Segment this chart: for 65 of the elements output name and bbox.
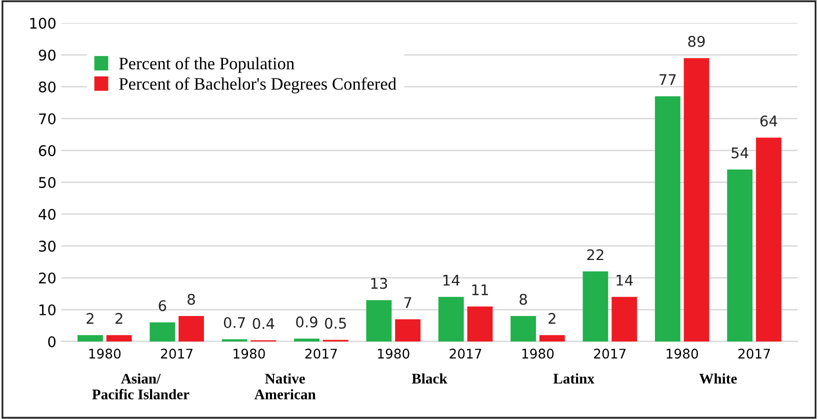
data-label: 54 [732, 148, 748, 158]
y-tick-label: 20 [39, 272, 56, 284]
bar [294, 338, 320, 342]
bar [684, 58, 710, 342]
x-tick-label: 1980 [234, 348, 265, 359]
legend-label: Percent of the Population [119, 57, 294, 73]
x-tick-label: 2017 [161, 348, 192, 359]
data-label: 11 [472, 284, 488, 296]
bar [150, 322, 176, 342]
bar [438, 296, 464, 342]
data-label: 7 [404, 297, 412, 308]
x-tick-label: 1980 [522, 348, 554, 359]
data-label: 64 [760, 115, 778, 127]
x-tick-label: 2017 [738, 348, 770, 359]
y-tick-label: 30 [39, 240, 56, 252]
data-label: 8 [520, 294, 527, 305]
bar [395, 319, 420, 342]
y-tick-label: 100 [30, 18, 56, 29]
data-label: 22 [587, 249, 604, 260]
legend-label: Percent of Bachelor's Degrees Confered [119, 77, 396, 94]
y-tick-label: 0 [48, 336, 56, 348]
data-label: 8 [188, 294, 195, 305]
data-label: 0.5 [324, 318, 346, 329]
data-label: 2 [116, 312, 122, 324]
bar [654, 96, 680, 342]
data-label: 0.9 [296, 316, 318, 328]
bar [467, 306, 493, 342]
bar [612, 296, 638, 342]
y-tick-label: 50 [39, 176, 56, 188]
y-tick-label: 10 [40, 304, 56, 316]
bar [178, 316, 204, 342]
x-tick-label: 1980 [89, 348, 121, 359]
data-label: 6 [158, 300, 166, 312]
data-label: 13 [371, 278, 388, 289]
bar [106, 335, 132, 342]
data-label: 2 [86, 312, 94, 324]
bar [582, 271, 608, 342]
bar [756, 138, 782, 342]
y-tick-label: 70 [39, 113, 56, 124]
data-label: 14 [616, 274, 633, 286]
text: Black [412, 373, 448, 384]
x-tick-label: 2017 [450, 348, 482, 359]
data-label: 89 [688, 36, 705, 47]
data-label: 2 [548, 312, 556, 324]
bar [727, 170, 753, 342]
x-tick-label: 2017 [305, 348, 337, 359]
y-tick-label: 60 [38, 145, 56, 156]
bar [510, 316, 536, 342]
y-tick-label: 90 [38, 50, 56, 61]
text: Native American [254, 373, 316, 400]
text: Latinx [553, 373, 594, 384]
data-label: 0.4 [252, 318, 274, 330]
data-label: 14 [443, 274, 460, 286]
x-tick-label: 2017 [594, 348, 626, 359]
data-label: 77 [660, 74, 676, 85]
data-label: 0.7 [224, 317, 245, 328]
text: White [699, 373, 737, 384]
bar [539, 335, 565, 342]
bar [78, 335, 103, 342]
y-tick-label: 40 [38, 208, 56, 220]
text: Asian/ Pacific Islander [92, 373, 190, 400]
x-tick-label: 1980 [666, 348, 698, 359]
bar [366, 300, 392, 342]
y-tick-label: 80 [38, 81, 56, 92]
x-tick-label: 1980 [378, 348, 410, 359]
